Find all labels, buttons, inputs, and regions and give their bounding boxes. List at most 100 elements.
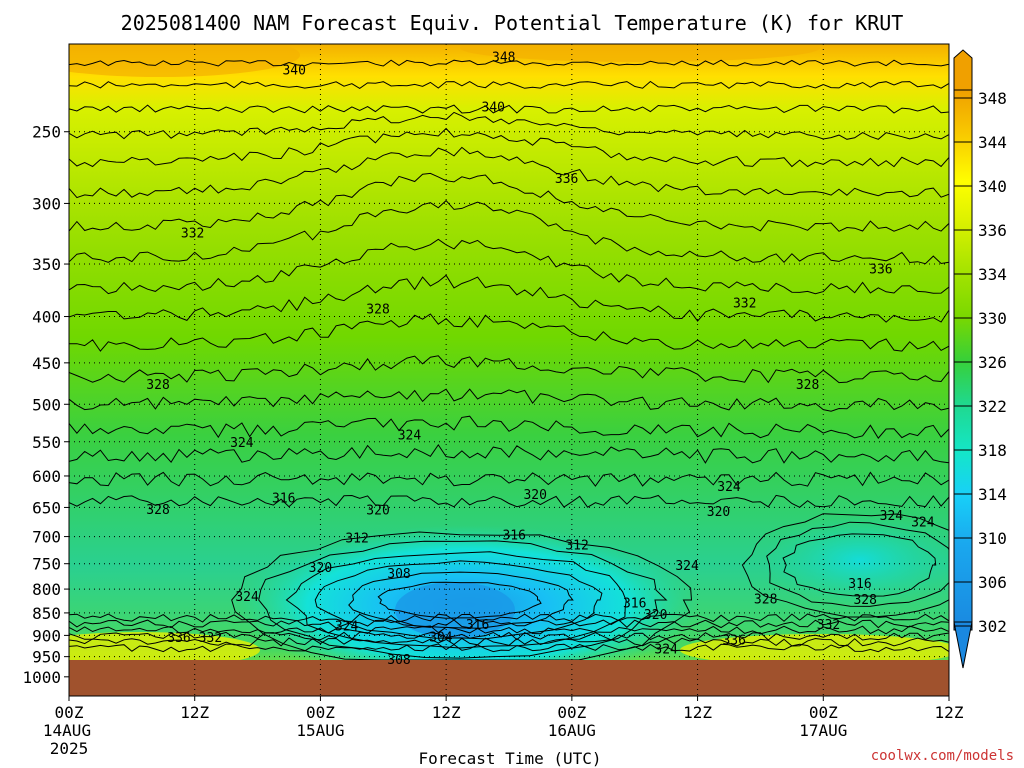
y-tick-label: 400 <box>32 308 61 327</box>
warm-top-band-2 <box>460 44 820 62</box>
contour-label: 320 <box>309 561 332 576</box>
contour-line <box>782 533 937 597</box>
colorbar-labels: 348 344 340 336 334 330 326 322 318 314 310 306 302 <box>954 89 1007 636</box>
contour-label: 316 <box>466 618 489 633</box>
contour-line <box>69 274 949 323</box>
y-tick-label: 550 <box>32 433 61 452</box>
contour-label: 332 <box>817 618 840 633</box>
x-tick-label: 00Z <box>809 703 838 722</box>
cold-pool-east <box>760 515 949 605</box>
contour-label: 316 <box>623 597 646 612</box>
contour-line <box>69 444 949 464</box>
x-tick-label: 00Z <box>306 703 335 722</box>
y-tick-label: 1000 <box>22 668 61 687</box>
x-tick-label: 12Z <box>180 703 209 722</box>
x-tick-date-label: 15AUG <box>296 721 344 740</box>
contour-label: 336 <box>722 634 745 649</box>
chart-title: 2025081400 NAM Forecast Equiv. Potential… <box>121 11 904 35</box>
y-tick-label: 450 <box>32 354 61 373</box>
x-tick-label: 12Z <box>683 703 712 722</box>
contour-line <box>69 111 949 140</box>
contour-line <box>69 127 949 168</box>
contour-label: 336 <box>555 172 578 187</box>
contour-label: 324 <box>911 515 935 530</box>
contour-line <box>258 540 668 659</box>
colorbar-label: 344 <box>978 133 1007 152</box>
contour-label: 328 <box>366 303 389 318</box>
plot-field: 348 340 340 336 336 332 332 328 328 328 328 328 324 3… <box>69 44 949 696</box>
colorbar: 348 344 340 336 334 330 326 322 318 314 310 306 302 <box>953 49 1007 669</box>
contour-line <box>766 521 949 607</box>
contour-label: 308 <box>387 653 410 668</box>
contour-line <box>69 238 949 295</box>
contour-label: 308 <box>387 567 410 582</box>
contour-line <box>69 471 949 487</box>
contour-line <box>69 643 949 653</box>
grid-lines <box>69 44 949 696</box>
y-tick-label: 900 <box>32 626 61 645</box>
y-tick-label: 700 <box>32 528 61 547</box>
contour-line <box>69 388 949 412</box>
contour-label: 324 <box>880 509 904 524</box>
y-tick-label: 650 <box>32 498 61 517</box>
contour-line <box>69 199 949 265</box>
y-tick-label: 800 <box>32 580 61 599</box>
contour-label: 320 <box>644 608 667 623</box>
contour-label: 332 <box>733 297 756 312</box>
x-tick-label: 00Z <box>55 703 84 722</box>
contour-label: 324 <box>654 643 678 658</box>
contour-label: 324 <box>398 428 422 443</box>
colorbar-bottom-arrow <box>953 621 973 669</box>
contour-label: 328 <box>796 378 819 393</box>
contour-label: 316 <box>848 577 871 592</box>
colorbar-label: 314 <box>978 485 1007 504</box>
contour-label: 324 <box>230 436 254 451</box>
colorbar-label: 322 <box>978 397 1007 416</box>
colorbar-label: 336 <box>978 221 1007 240</box>
contour-label: 316 <box>502 528 525 543</box>
contour-line <box>741 513 949 618</box>
contour-line <box>377 581 542 619</box>
contour-line <box>69 415 949 439</box>
contour-label: 320 <box>707 505 730 520</box>
y-tick-label: 850 <box>32 604 61 623</box>
contour-label: 320 <box>523 488 546 503</box>
contour-label: 328 <box>754 593 777 608</box>
colorbar-body <box>953 89 973 631</box>
colorbar-label: 326 <box>978 353 1007 372</box>
contour-line <box>69 313 949 352</box>
y-tick-label: 750 <box>32 555 61 574</box>
contour-line <box>69 104 949 114</box>
x-tick-label: 12Z <box>935 703 964 722</box>
colorbar-label: 318 <box>978 441 1007 460</box>
x-tick-year-label: 2025 <box>50 739 89 758</box>
contour-line <box>69 172 949 232</box>
x-tick-label: 00Z <box>557 703 586 722</box>
contour-label: 340 <box>282 64 305 79</box>
contour-label: 316 <box>272 491 295 506</box>
contour-label: 340 <box>482 100 505 115</box>
y-tick-label: 350 <box>32 255 61 274</box>
colorbar-label: 340 <box>978 177 1007 196</box>
contour-label: 320 <box>366 503 389 518</box>
contour-label: 328 <box>853 593 876 608</box>
contour-line <box>69 494 949 508</box>
contour-label: 332 <box>199 631 222 646</box>
colorbar-label: 302 <box>978 617 1007 636</box>
plot-frame <box>68 43 950 697</box>
contour-label: 324 <box>335 620 359 635</box>
contour-line <box>69 59 949 67</box>
colorbar-label: 330 <box>978 309 1007 328</box>
contour-label: 332 <box>181 227 204 242</box>
contour-lines <box>69 59 949 661</box>
warm-top-band <box>69 44 300 77</box>
contour-label: 312 <box>345 531 368 546</box>
contour-line <box>69 631 949 641</box>
y-axis: 250 300 350 400 450 500 550 600 650 700 750 800 850 9… <box>22 123 69 687</box>
contour-line <box>69 80 949 89</box>
watermark: coolwx.com/models <box>871 748 1014 764</box>
contour-line <box>69 355 949 384</box>
contour-line <box>348 571 574 629</box>
